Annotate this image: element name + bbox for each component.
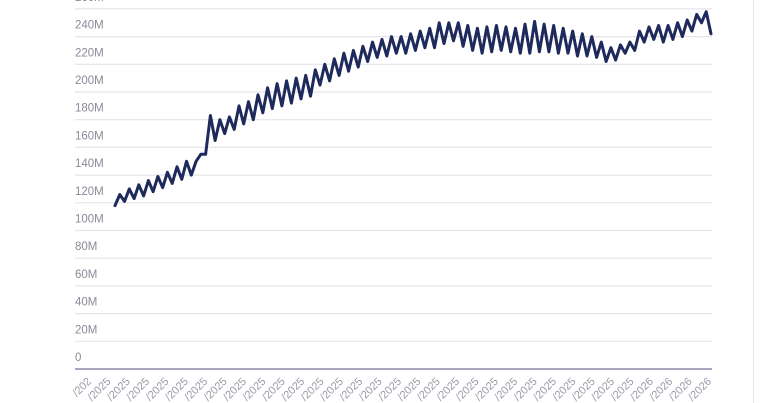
y-tick-label: 40M	[75, 297, 97, 309]
y-tick-label: 240M	[75, 20, 104, 32]
gridlines	[75, 8, 712, 370]
y-tick-label: 200M	[75, 75, 104, 87]
y-tick-label: 140M	[75, 158, 104, 170]
y-tick-label: 120M	[75, 186, 104, 198]
y-tick-label: 160M	[75, 130, 104, 142]
series-line	[113, 10, 713, 208]
y-tick-label: 80M	[75, 241, 97, 253]
y-tick-label: 0	[75, 352, 81, 364]
y-tick-label: 20M	[75, 324, 97, 336]
y-tick-label: 180M	[75, 103, 104, 115]
series-points	[114, 11, 712, 206]
panel-border	[753, 0, 754, 403]
y-tick-label: 60M	[75, 269, 97, 281]
y-tick-label: 220M	[75, 47, 104, 59]
y-tick-label: 260M	[75, 0, 104, 4]
y-axis-labels: 0 20M 40M 60M 80M 100M 120M 140M 160M 180M 200M 220…	[75, 0, 104, 364]
y-tick-label: 100M	[75, 214, 104, 226]
x-axis-labels: /202/2025/2025/2025/2025/2025/2025/2025/…	[70, 376, 714, 403]
